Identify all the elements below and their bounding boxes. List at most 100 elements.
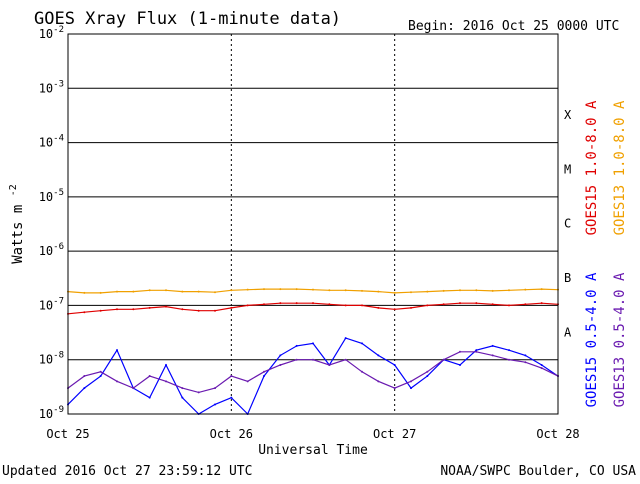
data-point bbox=[116, 349, 118, 352]
data-point bbox=[508, 358, 510, 361]
data-point bbox=[508, 304, 510, 307]
series-line bbox=[67, 351, 559, 394]
data-point bbox=[475, 350, 478, 353]
legend-entry: GOES13 1.0-8.0 A bbox=[612, 100, 628, 235]
y-tick-label: 10-2 bbox=[39, 25, 64, 41]
data-point bbox=[197, 290, 200, 293]
data-point bbox=[181, 387, 184, 390]
flare-class-label: M bbox=[564, 162, 571, 176]
legend-entry: GOES15 1.0-8.0 A bbox=[584, 100, 600, 235]
data-point bbox=[393, 291, 396, 294]
data-point bbox=[246, 288, 249, 291]
data-point bbox=[508, 349, 510, 352]
data-point bbox=[83, 387, 86, 390]
data-point bbox=[410, 380, 412, 383]
data-point bbox=[393, 308, 396, 311]
data-point bbox=[148, 375, 151, 378]
data-point bbox=[279, 354, 282, 357]
data-point bbox=[328, 289, 331, 292]
data-point bbox=[132, 290, 135, 293]
y-tick-base: 10 bbox=[39, 353, 53, 367]
y-tick-exponent: -6 bbox=[53, 242, 64, 252]
data-point bbox=[116, 380, 118, 383]
data-point bbox=[540, 367, 543, 370]
data-point bbox=[426, 304, 429, 307]
y-tick-base: 10 bbox=[39, 27, 53, 41]
data-point bbox=[475, 302, 478, 305]
flare-class-label: C bbox=[564, 217, 571, 231]
data-point bbox=[377, 290, 380, 293]
y-tick-label: 10-4 bbox=[39, 134, 64, 150]
y-tick-label: 10-7 bbox=[39, 296, 64, 312]
data-point bbox=[491, 303, 494, 306]
data-point bbox=[230, 306, 233, 309]
data-point bbox=[540, 302, 543, 305]
data-point bbox=[148, 396, 151, 399]
flare-class-label: X bbox=[564, 108, 572, 122]
data-point bbox=[540, 288, 543, 291]
x-tick-label: Oct 27 bbox=[373, 427, 416, 441]
y-tick-label: 10-8 bbox=[39, 351, 64, 367]
data-point bbox=[393, 363, 396, 366]
data-point bbox=[214, 387, 216, 390]
data-point bbox=[214, 309, 216, 312]
y-tick-base: 10 bbox=[39, 81, 53, 95]
data-point bbox=[214, 291, 216, 294]
data-point bbox=[99, 370, 102, 373]
data-point bbox=[181, 396, 184, 399]
updated-time: Updated 2016 Oct 27 23:59:12 UTC bbox=[2, 464, 252, 479]
series-line bbox=[67, 302, 559, 315]
grid-layer bbox=[68, 34, 558, 414]
data-point bbox=[83, 311, 86, 314]
data-point bbox=[165, 305, 167, 308]
data-point bbox=[459, 350, 461, 353]
data-point bbox=[491, 354, 494, 357]
x-tick-label: Oct 25 bbox=[46, 427, 89, 441]
data-point bbox=[312, 302, 314, 305]
data-point bbox=[426, 370, 429, 373]
data-point bbox=[344, 289, 347, 292]
data-point bbox=[246, 380, 249, 383]
data-point bbox=[361, 370, 363, 373]
data-point bbox=[116, 308, 118, 311]
data-point bbox=[148, 289, 151, 292]
y-tick-label: 10-9 bbox=[39, 405, 64, 421]
data-point bbox=[524, 361, 527, 364]
data-point bbox=[393, 387, 396, 390]
data-point bbox=[132, 387, 135, 390]
data-point bbox=[165, 289, 167, 292]
data-point bbox=[426, 290, 429, 293]
data-point bbox=[540, 363, 543, 366]
data-point bbox=[410, 306, 412, 309]
x-tick-label: Oct 26 bbox=[210, 427, 253, 441]
x-tick-label: Oct 28 bbox=[536, 427, 579, 441]
y-tick-exponent: -2 bbox=[53, 25, 64, 35]
flare-class-labels: A B C M X bbox=[564, 108, 572, 339]
data-point bbox=[426, 375, 429, 378]
y-tick-exponent: -7 bbox=[53, 296, 64, 306]
y-tick-base: 10 bbox=[39, 136, 53, 150]
y-tick-label: 10-5 bbox=[39, 188, 64, 204]
data-point bbox=[214, 403, 216, 406]
data-point bbox=[328, 303, 331, 306]
y-tick-base: 10 bbox=[39, 190, 53, 204]
data-point bbox=[279, 288, 282, 291]
data-point bbox=[165, 380, 167, 383]
y-axis-label-exponent: -2 bbox=[8, 184, 19, 196]
y-axis-label-text: Watts m bbox=[10, 205, 26, 264]
data-point bbox=[181, 308, 184, 311]
data-point bbox=[377, 354, 380, 357]
data-point bbox=[312, 358, 314, 361]
flare-class-label: A bbox=[564, 325, 572, 339]
data-point bbox=[524, 354, 527, 357]
data-point bbox=[295, 302, 298, 305]
data-point bbox=[83, 291, 86, 294]
begin-time: Begin: 2016 Oct 25 0000 UTC bbox=[408, 19, 619, 34]
data-point bbox=[99, 291, 102, 294]
data-point bbox=[361, 304, 363, 307]
series-layer bbox=[67, 288, 559, 416]
y-tick-exponent: -4 bbox=[53, 134, 64, 144]
y-tick-labels: 10-910-810-710-610-510-410-310-2 bbox=[39, 25, 64, 421]
y-tick-base: 10 bbox=[39, 244, 53, 258]
